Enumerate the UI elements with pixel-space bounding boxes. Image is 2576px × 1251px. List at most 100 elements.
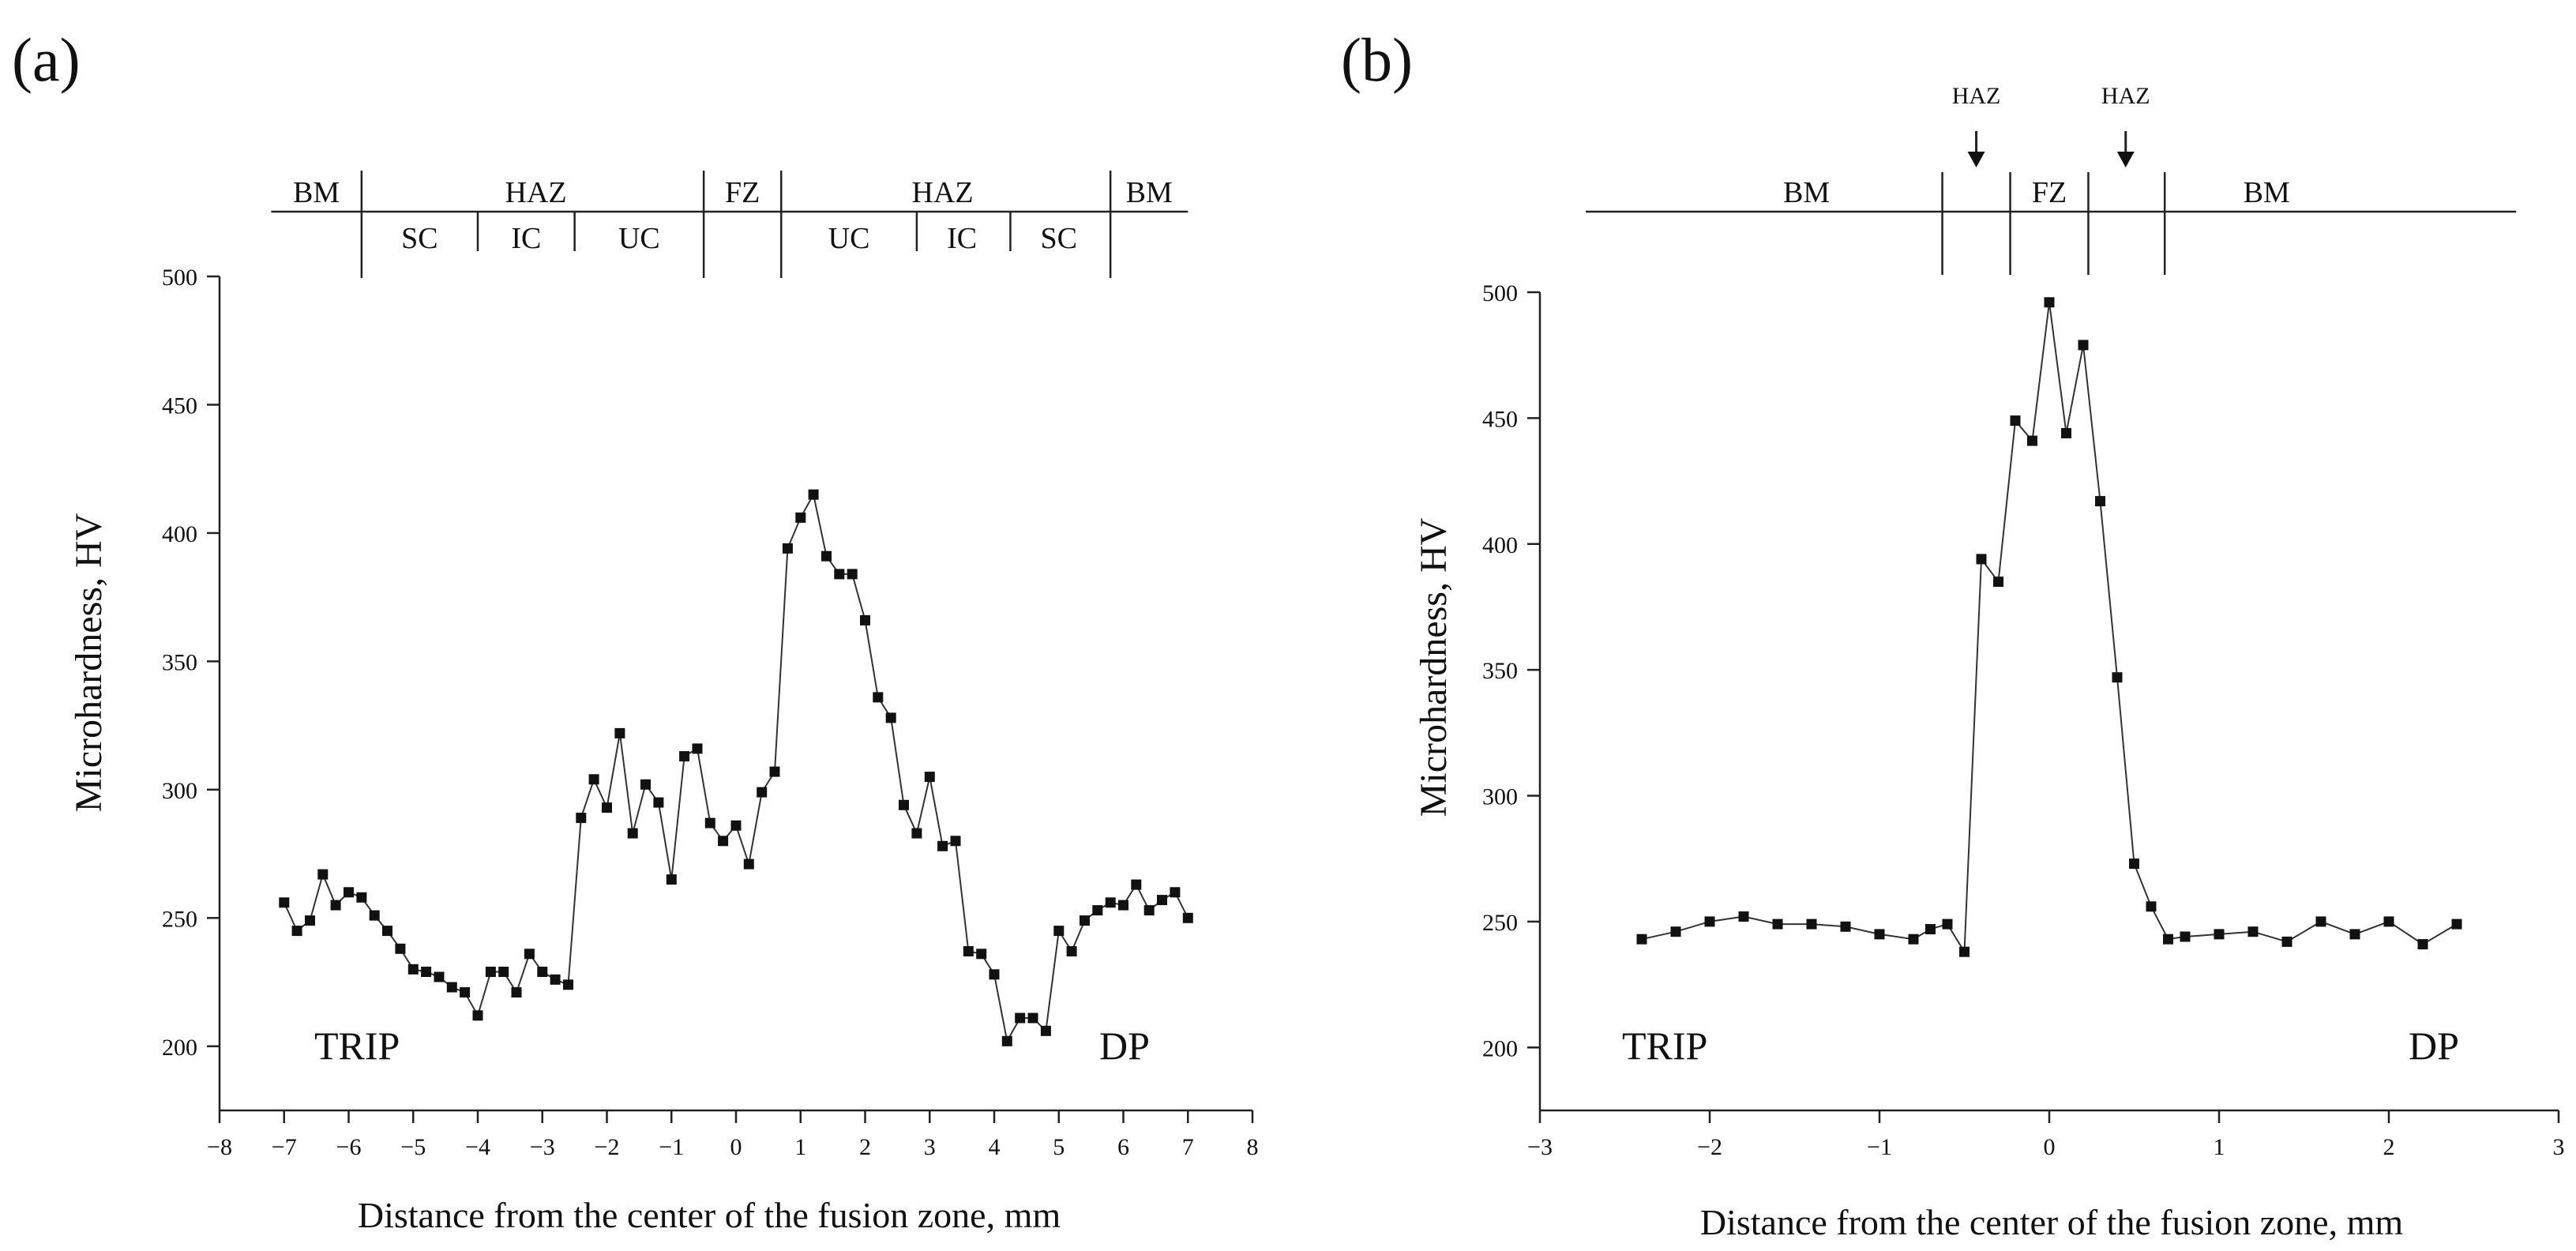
data-point [2112,672,2123,683]
data-point [911,828,922,839]
data-point [924,772,935,783]
y-tick-label: 300 [162,778,197,804]
data-point [524,949,535,960]
data-point [305,915,315,926]
data-point [550,974,561,985]
data-point [899,799,909,810]
data-point [563,979,573,990]
data-point [885,712,896,723]
y-tick-label: 200 [1482,1035,1518,1061]
data-point [834,569,845,580]
haz-arrow-label: HAZ [2101,83,2150,109]
data-point [485,967,496,977]
dp-label-a: DP [1099,1024,1150,1068]
data-point [1908,934,1919,945]
trip-label-a: TRIP [314,1024,400,1068]
data-point [2451,919,2462,930]
data-point [614,727,625,738]
data-point [1015,1012,1026,1024]
data-point [627,828,638,839]
data-point [666,874,677,885]
data-point [2010,415,2021,426]
data-point [1001,1035,1012,1046]
data-point [692,743,703,754]
data-point [395,943,406,954]
y-tick-label: 450 [162,393,197,419]
x-tick-label: −5 [400,1134,426,1160]
data-point [1993,577,2003,588]
data-point [937,840,948,851]
y-tick-label: 250 [1482,910,1518,936]
data-point [1925,924,1936,934]
x-tick-label: −1 [1867,1134,1892,1160]
data-point [653,797,664,808]
zone-label: FZ [725,176,760,209]
data-point [2383,916,2394,927]
data-point [2417,939,2428,950]
series-line [283,492,1189,1044]
zone-label: BM [293,176,340,209]
data-point [1976,554,1987,565]
data-point [950,836,961,847]
data-point [1027,1012,1038,1024]
data-point [1066,946,1077,956]
y-tick-label: 450 [1482,406,1518,432]
x-tick-label: −4 [465,1134,490,1160]
panel-label-a: (a) [12,25,81,94]
data-point [2146,901,2157,912]
y-tick-label: 350 [162,649,197,675]
y-tick-label: 250 [162,906,197,932]
data-point [769,766,780,777]
data-point [1080,915,1090,926]
zone-bar-a: SC IC UC UC IC SC BM HAZ FZ HAZ BM [271,171,1188,278]
axes-a: −8 −7 −6 −5 −4 −3 −2 −1 0 1 2 3 4 5 6 7 8 200 250 300 350 400… [162,265,1259,1160]
chart-panel-b: (b) BM FZ BM HAZ HAZ −3 −2 −1 0 1 2 3 200 250 300 350 4… [1341,25,2565,1242]
data-point [718,836,729,847]
x-tick-label: 0 [730,1134,742,1160]
y-tick-label: 300 [1482,784,1518,810]
data-point [640,779,651,790]
data-point [821,550,832,562]
dp-label-b: DP [2409,1024,2459,1068]
data-point [704,817,715,828]
data-point [1772,919,1783,930]
data-point [1704,916,1715,927]
zone-sub-label: UC [828,222,870,255]
data-point [1157,895,1167,906]
data-point [407,964,419,975]
data-point [989,969,1000,980]
data-point [446,982,457,993]
data-point [2044,297,2055,308]
data-point [2214,929,2225,940]
data-point [2281,936,2292,947]
data-point [2315,916,2326,927]
data-point [537,967,548,977]
data-point [602,802,612,813]
x-tick-label: −3 [530,1134,555,1160]
data-point [1670,926,1681,937]
data-point [1131,879,1142,890]
x-tick-label: −6 [336,1134,362,1160]
data-point [356,892,367,903]
data-point [963,946,974,956]
data-point [743,858,754,870]
x-tick-label: 2 [859,1134,871,1160]
data-point [808,489,819,500]
x-tick-label: 4 [989,1134,1001,1160]
x-tick-label: 8 [1247,1134,1259,1160]
data-point [1118,900,1128,911]
data-point [434,971,445,982]
data-point [498,967,509,977]
data-point [757,787,768,798]
data-point [1636,934,1647,945]
data-series-a [279,489,1193,1046]
x-axis-label-a: Distance from the center of the fusion z… [358,1195,1061,1235]
zone-bar-b: BM FZ BM HAZ HAZ [1586,83,2517,275]
zone-sub-label: UC [618,222,660,255]
zone-label: FZ [2032,176,2067,209]
x-tick-label: 3 [2553,1134,2565,1160]
data-point [795,512,806,523]
data-point [2180,931,2191,942]
data-point [511,987,522,997]
